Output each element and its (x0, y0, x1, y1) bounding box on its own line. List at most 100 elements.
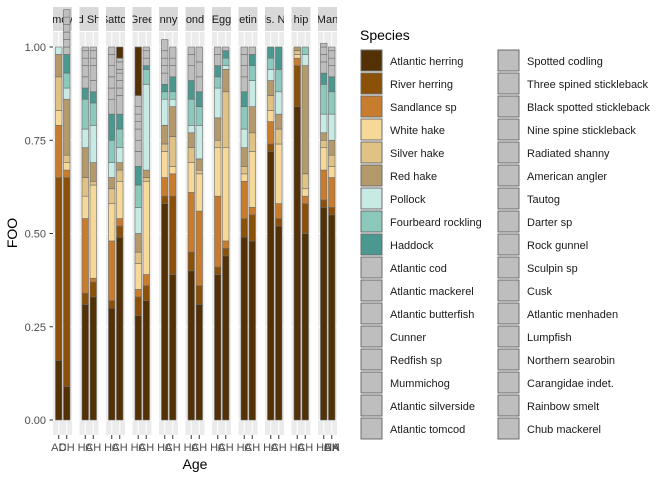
bar-segment (240, 180, 248, 219)
x-tick-label: CH (85, 442, 101, 454)
bar-segment (108, 65, 116, 78)
bar-segment (142, 300, 150, 421)
bar-segment (214, 54, 222, 66)
facet-panel: ls. N (265, 7, 284, 435)
bar-segment (240, 65, 248, 78)
bar-segment (81, 57, 89, 66)
bar-segment (240, 54, 248, 66)
bar-segment (267, 80, 275, 96)
bar-segment (267, 143, 275, 152)
bar-segment (301, 65, 309, 175)
bar-segment (222, 147, 230, 242)
bar-segment (108, 87, 116, 100)
legend-swatch (360, 95, 383, 118)
bar-segment (275, 91, 283, 115)
bar-segment (89, 65, 97, 81)
legend-label: White hake (390, 125, 445, 137)
bar-segment (81, 177, 89, 197)
bar-segment (161, 143, 169, 152)
bar-segment (222, 69, 230, 93)
bar-segment (55, 125, 63, 178)
legend-label: Nine spine stickleback (527, 125, 636, 137)
legend-swatch (360, 371, 383, 394)
bar-segment (301, 188, 309, 197)
bar-segment (240, 147, 248, 167)
bar-segment (187, 192, 195, 253)
bar-segment (81, 218, 89, 294)
bar-segment (222, 65, 230, 70)
bar-segment (55, 46, 63, 55)
legend-item: Pollock (360, 187, 426, 210)
y-axis-title: FOO (4, 218, 20, 248)
bar-segment (214, 65, 222, 78)
legend-label: Sandlance sp (390, 102, 457, 114)
bar-segment (275, 203, 283, 219)
legend-item: Cusk (497, 279, 553, 302)
legend-item: Cunner (360, 325, 426, 348)
legend-label: American angler (527, 171, 607, 183)
bar-segment (187, 125, 195, 134)
legend-label: Fourbeard rockling (390, 217, 482, 229)
facet-strip-label: Sattor (101, 14, 131, 26)
bar-segment (108, 188, 116, 204)
bar-segment (169, 46, 177, 59)
x-tick-label: HA (157, 442, 173, 454)
bar-segment (142, 50, 150, 59)
bar-segment (63, 154, 71, 163)
bar-segment (108, 300, 116, 309)
legend-label: Radiated shanny (527, 148, 610, 160)
bar-segment (55, 76, 63, 111)
bar-segment (63, 9, 71, 18)
legend-swatch (360, 141, 383, 164)
bar-segment (214, 117, 222, 141)
bar-segment (195, 304, 203, 421)
legend-swatch (497, 72, 520, 95)
legend-label: Carangidae indet. (527, 378, 614, 390)
x-tick-label: CH (165, 442, 181, 454)
x-tick-label: CH (112, 442, 128, 454)
y-tick-label: 0.25 (25, 322, 46, 334)
bar-segment (248, 65, 256, 81)
legend-swatch (497, 256, 520, 279)
bar-segment (195, 285, 203, 305)
bar-segment (187, 46, 195, 55)
bar-segment (275, 225, 283, 421)
bar-segment (240, 166, 248, 175)
legend-item: Sculpin sp (497, 256, 578, 279)
x-tick-label: HA (316, 442, 332, 454)
bar-segment (328, 46, 336, 52)
legend-swatch (497, 325, 520, 348)
bar-segment (187, 132, 195, 149)
bar-segment (301, 46, 309, 55)
bar-segment (63, 46, 71, 55)
y-axis: 0.00 0.25 0.50 0.75 1.00 (25, 42, 53, 427)
bar-segment (320, 42, 328, 48)
bar-segment (320, 113, 328, 134)
legend-label: Rock gunnel (527, 240, 588, 252)
bar-segment (108, 54, 116, 66)
bar-segment (116, 95, 124, 115)
bar-segment (142, 69, 150, 85)
bar-segment (134, 296, 142, 316)
legend-item: Black spotted stickleback (497, 95, 650, 118)
bar-segment (169, 91, 177, 100)
x-tick-label: CH (297, 442, 313, 454)
legend-item: Atlantic mackerel (360, 279, 474, 302)
bar-segment (55, 110, 63, 126)
bar-segment (195, 173, 203, 212)
x-tick-label: CH (271, 442, 287, 454)
bar-segment (195, 61, 203, 78)
legend-swatch (497, 348, 520, 371)
legend-swatch (360, 49, 383, 72)
legend-item: Rainbow smelt (497, 394, 599, 417)
bar-segment (116, 218, 124, 227)
legend-label: Atlantic menhaden (527, 309, 618, 321)
bar-segment (116, 236, 124, 421)
facet-strip-label: ond (186, 14, 204, 26)
bar-segment (240, 91, 248, 107)
legend-swatch (360, 118, 383, 141)
bar-segment (142, 285, 150, 301)
legend-title: Species (360, 27, 410, 43)
legend-label: Cusk (527, 286, 553, 298)
y-tick-label: 0.50 (25, 229, 46, 241)
